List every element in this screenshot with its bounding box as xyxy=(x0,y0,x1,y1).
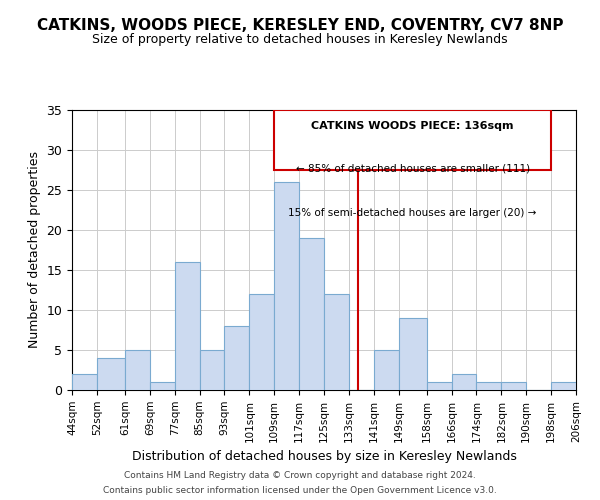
Text: 15% of semi-detached houses are larger (20) →: 15% of semi-detached houses are larger (… xyxy=(289,208,537,218)
Bar xyxy=(97,358,125,390)
Bar xyxy=(125,350,150,390)
Y-axis label: Number of detached properties: Number of detached properties xyxy=(28,152,41,348)
Bar xyxy=(324,294,349,390)
Text: Contains public sector information licensed under the Open Government Licence v3: Contains public sector information licen… xyxy=(103,486,497,495)
Text: CATKINS WOODS PIECE: 136sqm: CATKINS WOODS PIECE: 136sqm xyxy=(311,121,514,131)
Text: Size of property relative to detached houses in Keresley Newlands: Size of property relative to detached ho… xyxy=(92,32,508,46)
X-axis label: Distribution of detached houses by size in Keresley Newlands: Distribution of detached houses by size … xyxy=(131,450,517,463)
Bar xyxy=(476,382,502,390)
Bar xyxy=(551,382,576,390)
Text: Contains HM Land Registry data © Crown copyright and database right 2024.: Contains HM Land Registry data © Crown c… xyxy=(124,471,476,480)
Bar xyxy=(150,382,175,390)
FancyBboxPatch shape xyxy=(274,110,551,170)
Bar xyxy=(452,374,476,390)
Bar xyxy=(502,382,526,390)
Bar xyxy=(398,318,427,390)
Bar xyxy=(250,294,274,390)
Text: CATKINS, WOODS PIECE, KERESLEY END, COVENTRY, CV7 8NP: CATKINS, WOODS PIECE, KERESLEY END, COVE… xyxy=(37,18,563,32)
Bar xyxy=(72,374,97,390)
Bar xyxy=(175,262,200,390)
Bar xyxy=(374,350,398,390)
Bar xyxy=(274,182,299,390)
Bar xyxy=(427,382,452,390)
Text: ← 85% of detached houses are smaller (111): ← 85% of detached houses are smaller (11… xyxy=(296,163,530,173)
Bar xyxy=(299,238,324,390)
Bar xyxy=(224,326,250,390)
Bar xyxy=(200,350,224,390)
